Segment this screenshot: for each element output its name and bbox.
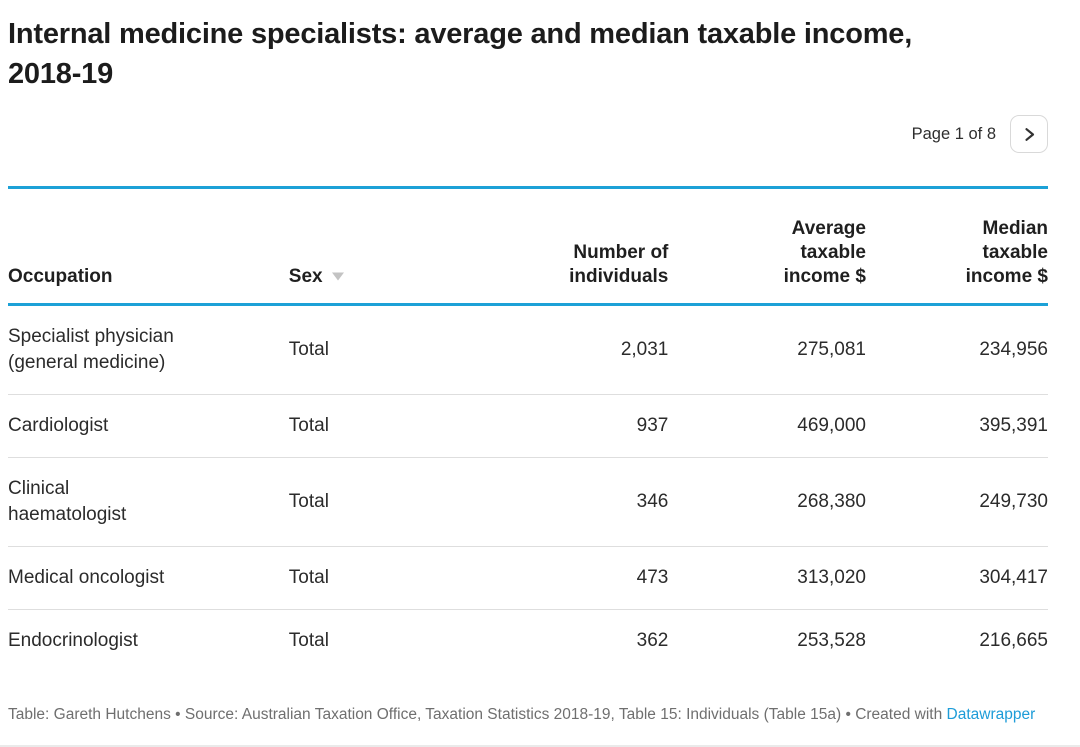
table-header: Occupation Sex Number of individuals Ave… xyxy=(8,186,1048,306)
table-body: Specialist physician (general medicine) … xyxy=(8,305,1048,672)
column-header-individuals-label: Number of individuals xyxy=(569,242,669,287)
cell-individuals: 346 xyxy=(455,457,669,547)
column-header-individuals[interactable]: Number of individuals xyxy=(455,186,669,306)
cell-average: 268,380 xyxy=(668,457,866,547)
cell-occupation: Medical oncologist xyxy=(8,546,289,610)
cell-average: 253,528 xyxy=(668,609,866,672)
column-header-occupation-label: Occupation xyxy=(8,266,113,287)
cell-sex: Total xyxy=(288,394,456,458)
cell-individuals: 362 xyxy=(455,609,669,672)
column-header-average[interactable]: Average taxable income $ xyxy=(668,186,866,306)
column-header-occupation[interactable]: Occupation xyxy=(8,186,289,306)
next-page-button[interactable] xyxy=(1010,115,1048,153)
attribution-text: Table: Gareth Hutchens • Source: Austral… xyxy=(8,706,947,723)
cell-individuals: 2,031 xyxy=(620,339,669,360)
pagination: Page 1 of 8 xyxy=(8,115,1048,153)
cell-median: 249,730 xyxy=(865,457,1048,547)
triangle-down-icon xyxy=(331,265,344,286)
cell-sex: Total xyxy=(288,546,456,610)
cell-occupation: Endocrinologist xyxy=(8,609,289,672)
column-header-median[interactable]: Median taxable income $ xyxy=(865,186,1048,306)
table-row: Specialist physician (general medicine) … xyxy=(8,305,1048,395)
page-title: Internal medicine specialists: average a… xyxy=(8,18,913,90)
pagination-label: Page 1 of 8 xyxy=(911,124,996,143)
cell-individuals: 473 xyxy=(455,546,669,610)
table-row: Cardiologist Total 937 469,000 395,391 xyxy=(8,394,1048,458)
column-header-sex-label: Sex xyxy=(288,266,323,287)
column-header-median-label: Median taxable income $ xyxy=(965,218,1048,287)
table-row: Endocrinologist Total 362 253,528 216,66… xyxy=(8,609,1048,672)
table-row: Clinical haematologist Total 346 268,380… xyxy=(8,457,1048,547)
cell-median: 216,665 xyxy=(865,609,1048,672)
cell-average: 313,020 xyxy=(668,546,866,610)
cell-median: 395,391 xyxy=(865,394,1048,458)
cell-occupation: Clinical haematologist xyxy=(8,457,289,547)
cell-occupation: Cardiologist xyxy=(8,394,289,458)
cell-sex: Total xyxy=(288,339,329,360)
attribution-footer: Table: Gareth Hutchens • Source: Austral… xyxy=(8,704,1048,725)
cell-occupation: Specialist physician (general medicine) xyxy=(8,326,174,373)
page-bottom-divider xyxy=(0,745,1080,747)
table-row: Medical oncologist Total 473 313,020 304… xyxy=(8,546,1048,610)
cell-median: 234,956 xyxy=(979,339,1048,360)
cell-average: 469,000 xyxy=(668,394,866,458)
cell-individuals: 937 xyxy=(455,394,669,458)
cell-sex: Total xyxy=(288,457,456,547)
datawrapper-link[interactable]: Datawrapper xyxy=(946,706,1036,723)
cell-median: 304,417 xyxy=(865,546,1048,610)
column-header-average-label: Average taxable income $ xyxy=(783,218,866,287)
datawrapper-table-page: Internal medicine specialists: average a… xyxy=(8,18,1048,725)
data-table: Occupation Sex Number of individuals Ave… xyxy=(8,186,1048,672)
column-header-sex[interactable]: Sex xyxy=(288,186,456,306)
chevron-right-icon xyxy=(1022,127,1037,142)
cell-average: 275,081 xyxy=(797,339,866,360)
cell-sex: Total xyxy=(288,609,456,672)
